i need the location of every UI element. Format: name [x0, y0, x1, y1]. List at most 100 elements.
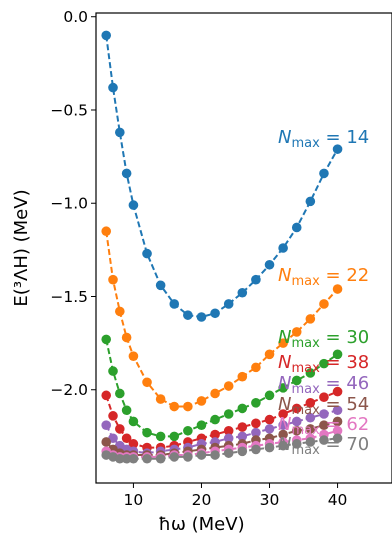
data-point — [251, 274, 261, 285]
data-point — [108, 274, 118, 285]
data-point — [183, 401, 193, 412]
data-point — [264, 390, 275, 401]
data-point — [210, 429, 220, 440]
data-point — [291, 222, 302, 233]
data-point — [121, 332, 132, 343]
data-point — [319, 420, 329, 430]
data-point — [223, 448, 234, 458]
data-point — [305, 314, 316, 324]
data-point — [305, 398, 316, 408]
data-point — [142, 427, 152, 438]
series-label: Nmax = 54 — [278, 394, 369, 418]
data-point — [278, 409, 288, 419]
data-point — [196, 396, 207, 406]
data-point — [332, 386, 343, 397]
y-tick-label: 0.0 — [63, 8, 88, 26]
data-point — [155, 280, 166, 291]
data-point — [251, 427, 261, 438]
data-point — [155, 394, 166, 404]
data-point — [291, 425, 302, 436]
data-point — [108, 411, 118, 421]
data-point — [332, 405, 343, 416]
data-point — [305, 196, 316, 207]
data-point — [251, 398, 261, 408]
data-point — [305, 424, 316, 434]
data-point — [291, 327, 302, 337]
data-point — [169, 401, 180, 412]
data-point — [121, 168, 132, 179]
data-point — [210, 414, 220, 425]
data-point — [223, 381, 234, 391]
data-point — [332, 425, 343, 436]
series-group — [101, 30, 343, 464]
data-point — [332, 144, 343, 154]
data-point — [210, 388, 220, 399]
data-point — [278, 383, 288, 393]
data-point — [319, 299, 329, 309]
series-line — [105, 231, 339, 408]
data-point — [278, 429, 288, 440]
data-point — [264, 259, 275, 270]
data-point — [237, 446, 248, 457]
series-label: Nmax = 14 — [278, 127, 369, 151]
data-point — [128, 439, 139, 449]
data-point — [264, 424, 275, 434]
data-point — [183, 310, 193, 320]
data-point — [101, 334, 112, 345]
data-point — [264, 414, 275, 425]
series-label: Nmax = 30 — [278, 327, 369, 351]
data-point — [251, 418, 261, 429]
data-point — [237, 422, 248, 432]
data-point — [108, 366, 118, 376]
data-point — [121, 433, 132, 444]
series-label: Nmax = 62 — [278, 414, 369, 438]
data-point — [319, 358, 329, 369]
data-point — [115, 453, 125, 464]
data-point — [332, 349, 343, 360]
data-point — [169, 431, 180, 442]
data-point — [128, 453, 139, 464]
series-line — [105, 35, 339, 319]
data-point — [210, 450, 220, 460]
data-point — [278, 440, 288, 451]
data-point — [278, 338, 288, 348]
x-tick-label: 40 — [328, 491, 348, 509]
data-point — [101, 30, 112, 41]
data-point — [128, 200, 139, 210]
data-point — [305, 368, 316, 378]
data-point — [223, 299, 234, 309]
data-point — [121, 453, 132, 464]
data-point — [305, 437, 316, 447]
x-tick-label: 20 — [192, 491, 212, 509]
series-label: Nmax = 38 — [278, 352, 369, 376]
data-point — [264, 442, 275, 453]
data-point — [121, 405, 132, 416]
data-point — [332, 416, 343, 427]
data-point — [142, 377, 152, 388]
data-point — [155, 453, 166, 464]
data-point — [237, 371, 248, 382]
x-tick-label: 30 — [260, 491, 280, 509]
data-point — [237, 403, 248, 414]
data-point — [332, 433, 343, 444]
data-point — [196, 420, 207, 430]
data-point — [210, 308, 220, 319]
data-point — [278, 420, 288, 430]
data-point — [291, 416, 302, 427]
y-tick-label: −0.5 — [50, 101, 88, 119]
data-point — [332, 284, 343, 294]
data-point — [237, 287, 248, 298]
data-point — [101, 437, 112, 447]
y-axis-label: E(³ΛH) (MeV) — [11, 189, 32, 306]
data-point — [183, 425, 193, 436]
data-point — [142, 453, 152, 464]
data-point — [169, 299, 180, 309]
y-tick-label: −2.0 — [50, 381, 88, 399]
x-axis-label: ħω (MeV) — [158, 514, 244, 535]
data-point — [251, 444, 261, 455]
data-point — [183, 452, 193, 462]
data-point — [115, 388, 125, 399]
data-point — [278, 243, 288, 253]
